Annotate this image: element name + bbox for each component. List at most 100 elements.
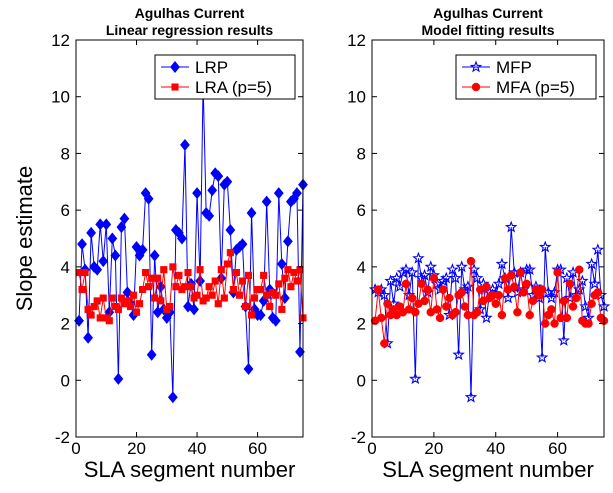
data-point	[464, 390, 478, 403]
data-point	[107, 232, 118, 245]
data-point	[136, 300, 144, 308]
data-point	[528, 296, 538, 306]
y-tick-label: 2	[61, 315, 70, 334]
data-point	[525, 310, 535, 320]
data-point	[290, 268, 298, 277]
data-point	[211, 277, 219, 285]
data-point	[87, 311, 95, 319]
y-tick-label: 12	[347, 31, 366, 50]
data-point	[522, 279, 531, 289]
data-point	[202, 294, 210, 302]
data-point	[584, 319, 593, 328]
data-point	[275, 280, 283, 288]
data-point	[261, 195, 272, 208]
data-point	[192, 187, 202, 200]
data-point	[96, 314, 104, 322]
legend-marker	[471, 82, 481, 92]
data-point	[429, 273, 439, 283]
data-point	[423, 285, 432, 294]
chart-subtitle: Linear regression results	[106, 22, 274, 38]
data-point	[513, 307, 522, 317]
data-point	[184, 268, 192, 277]
data-point	[225, 224, 236, 236]
legend-marker	[170, 61, 180, 73]
data-point	[149, 249, 160, 262]
data-point	[205, 283, 213, 291]
data-point	[187, 283, 195, 291]
y-tick-label: -2	[351, 428, 366, 447]
data-point	[154, 274, 162, 282]
series-MFA (p=5)	[370, 256, 609, 348]
data-point	[401, 279, 411, 289]
data-point	[241, 303, 250, 311]
data-point	[146, 348, 157, 361]
data-point	[557, 334, 571, 346]
x-tick-label: 60	[548, 439, 567, 458]
data-point	[214, 300, 222, 308]
y-tick-label: 4	[357, 258, 366, 277]
data-point	[587, 299, 596, 308]
data-point	[409, 372, 422, 385]
data-point	[547, 305, 556, 314]
data-point	[113, 372, 124, 385]
legend-marker	[171, 83, 179, 91]
data-point	[98, 255, 109, 268]
data-point	[460, 302, 470, 311]
data-point	[588, 277, 601, 290]
legend-label: MFA (p=5)	[496, 78, 575, 97]
data-point	[292, 187, 302, 200]
data-point	[246, 207, 257, 219]
data-point	[181, 283, 189, 291]
data-point	[576, 274, 589, 287]
data-point	[108, 294, 116, 302]
x-tick-label: 40	[486, 439, 505, 458]
data-point	[232, 268, 240, 277]
data-point	[491, 299, 500, 308]
data-point	[260, 271, 268, 279]
data-point	[575, 265, 584, 274]
data-point	[93, 297, 101, 305]
axes-box	[75, 39, 304, 438]
data-point	[504, 220, 518, 233]
data-point	[235, 291, 243, 299]
data-point	[482, 282, 491, 291]
data-point	[378, 288, 391, 301]
data-point	[441, 302, 451, 311]
data-point	[553, 268, 562, 277]
chart-title: Agulhas Current	[135, 5, 245, 21]
y-tick-label: 6	[357, 201, 366, 220]
data-point	[495, 257, 509, 270]
data-point	[193, 291, 201, 299]
data-point	[452, 348, 465, 361]
y-tick-label: 2	[357, 315, 366, 334]
data-point	[166, 303, 174, 311]
data-point	[77, 238, 87, 251]
data-point	[143, 192, 154, 205]
chart-title: Agulhas Current	[433, 5, 543, 21]
data-point	[189, 303, 199, 316]
data-point	[145, 283, 153, 291]
data-point	[445, 293, 454, 303]
data-point	[126, 303, 135, 311]
legend-label: MFP	[496, 58, 532, 77]
data-point	[407, 293, 417, 303]
data-point	[139, 285, 147, 294]
legend-label: LRP	[195, 58, 228, 77]
x-tick-label: 60	[248, 439, 267, 458]
legend-label: LRA (p=5)	[195, 78, 272, 97]
data-point	[293, 277, 301, 285]
data-point	[222, 175, 233, 188]
data-point	[276, 258, 287, 270]
data-point	[470, 271, 484, 284]
data-point	[412, 251, 425, 264]
data-point	[114, 305, 122, 313]
data-point	[537, 285, 547, 294]
data-point	[270, 314, 281, 327]
data-point	[523, 263, 537, 276]
data-point	[175, 271, 183, 279]
data-point	[449, 271, 462, 284]
